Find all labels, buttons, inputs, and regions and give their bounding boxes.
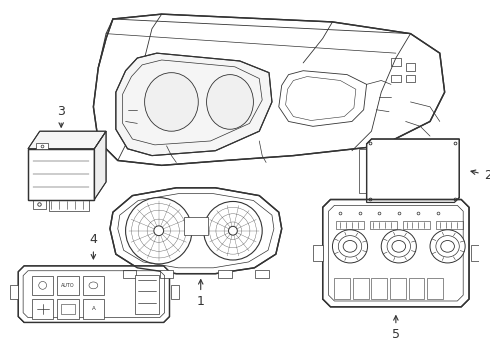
Text: 4: 4 xyxy=(90,233,98,259)
Text: 5: 5 xyxy=(392,316,400,341)
Text: A: A xyxy=(92,306,95,311)
Bar xyxy=(369,221,397,229)
Bar xyxy=(336,221,364,229)
Bar xyxy=(373,145,452,197)
Bar xyxy=(471,246,481,261)
Bar xyxy=(218,270,232,278)
Ellipse shape xyxy=(125,198,192,264)
Bar xyxy=(313,246,323,261)
Polygon shape xyxy=(95,131,106,199)
Ellipse shape xyxy=(381,230,416,263)
Ellipse shape xyxy=(204,202,262,260)
Bar xyxy=(32,276,53,295)
Ellipse shape xyxy=(228,226,237,235)
Ellipse shape xyxy=(145,73,198,131)
Ellipse shape xyxy=(392,240,406,252)
Polygon shape xyxy=(28,131,106,149)
Text: AUTO: AUTO xyxy=(61,283,75,288)
Bar xyxy=(353,278,368,299)
Polygon shape xyxy=(18,266,170,323)
Polygon shape xyxy=(110,188,282,274)
Bar xyxy=(57,299,79,319)
Polygon shape xyxy=(323,199,469,307)
Polygon shape xyxy=(116,53,272,156)
Ellipse shape xyxy=(154,226,164,235)
Bar xyxy=(32,299,53,319)
Bar xyxy=(184,217,208,235)
Ellipse shape xyxy=(332,230,368,263)
Bar xyxy=(378,149,447,193)
Polygon shape xyxy=(36,143,48,149)
Bar xyxy=(406,75,416,82)
Bar xyxy=(61,304,75,314)
Bar xyxy=(391,75,401,82)
Text: 3: 3 xyxy=(57,104,65,127)
Text: 2: 2 xyxy=(471,168,490,182)
Bar xyxy=(334,278,350,299)
Bar xyxy=(403,221,430,229)
Bar xyxy=(83,299,104,319)
Bar xyxy=(135,275,159,314)
Polygon shape xyxy=(28,149,95,199)
Bar xyxy=(406,63,416,71)
Polygon shape xyxy=(367,139,459,202)
Ellipse shape xyxy=(207,75,253,129)
Bar xyxy=(371,278,387,299)
Bar xyxy=(427,278,442,299)
Bar xyxy=(390,278,406,299)
Bar xyxy=(409,278,424,299)
Bar xyxy=(255,270,269,278)
Ellipse shape xyxy=(343,240,357,252)
Bar xyxy=(10,285,18,299)
Bar xyxy=(160,270,173,278)
Bar xyxy=(172,285,179,299)
Polygon shape xyxy=(94,14,444,165)
Text: 1: 1 xyxy=(197,280,205,308)
Ellipse shape xyxy=(430,230,465,263)
Bar xyxy=(57,276,79,295)
Bar xyxy=(83,276,104,295)
Bar xyxy=(122,270,136,278)
Bar xyxy=(436,221,463,229)
Bar xyxy=(391,58,401,66)
Ellipse shape xyxy=(441,240,454,252)
